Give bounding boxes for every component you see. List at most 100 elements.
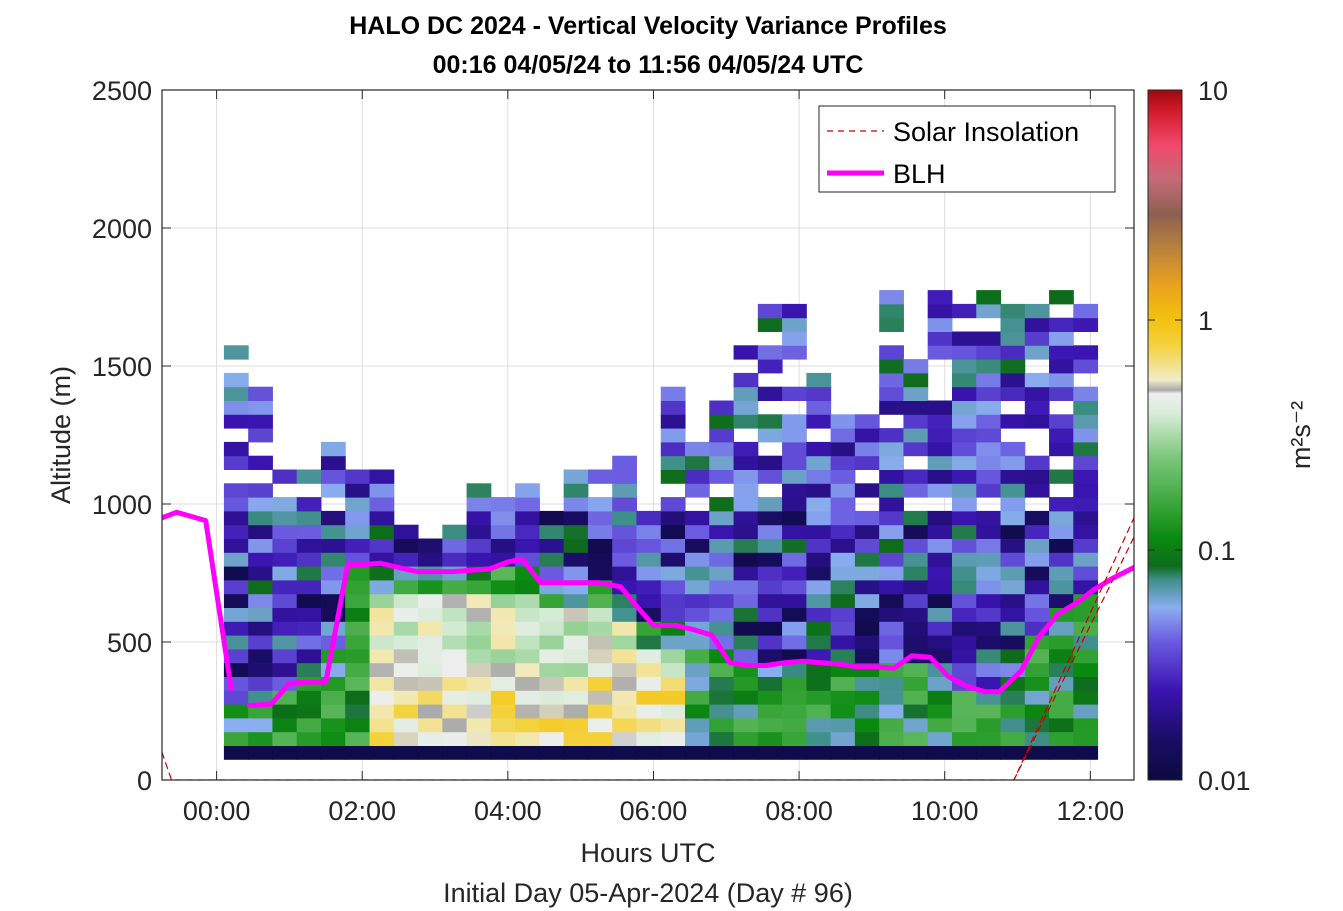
heatmap-cell: [223, 538, 249, 553]
heatmap-cell: [660, 593, 686, 608]
heatmap-cell: [782, 303, 807, 319]
heatmap-cell: [879, 690, 904, 705]
heatmap-cell: [806, 635, 832, 650]
heatmap-cell: [927, 483, 953, 498]
colorbar-gradient: [1147, 89, 1183, 781]
heatmap-cell: [490, 676, 516, 691]
heatmap-cell: [1073, 510, 1099, 526]
heatmap-cell: [1000, 635, 1026, 650]
heatmap-cell: [587, 717, 613, 733]
heatmap-cell: [1073, 593, 1099, 608]
heatmap-cell: [539, 662, 565, 677]
heatmap-cell: [903, 566, 929, 581]
x-tick-label: 12:00: [1057, 796, 1125, 826]
heatmap-cell: [490, 731, 516, 746]
heatmap-cell: [757, 607, 783, 622]
heatmap-cell: [418, 621, 443, 636]
heatmap-cell: [296, 635, 322, 650]
heatmap-cell: [976, 345, 1002, 360]
heatmap-cell: [1000, 331, 1026, 346]
heatmap-cell: [636, 717, 662, 733]
heatmap-cell: [976, 579, 1002, 595]
heatmap-cell: [369, 579, 395, 595]
heatmap-cell: [976, 483, 1002, 498]
heatmap-cell: [927, 414, 953, 429]
heatmap-cell: [903, 441, 929, 457]
heatmap-cell: [685, 524, 710, 539]
heatmap-cell: [733, 607, 759, 622]
heatmap-cell: [539, 552, 565, 567]
heatmap-cell: [879, 317, 904, 332]
heatmap-cell: [272, 593, 298, 608]
heatmap-cell: [952, 441, 977, 457]
heatmap-cell: [854, 483, 880, 498]
heatmap-cell: [733, 510, 759, 526]
heatmap-cell: [806, 469, 832, 484]
heatmap-cell: [442, 524, 468, 539]
heatmap-cell: [685, 566, 710, 581]
heatmap-cell: [733, 538, 759, 553]
heatmap-cell: [685, 690, 710, 705]
heatmap-cell: [248, 428, 273, 443]
heatmap-cell: [587, 497, 613, 512]
heatmap-cell: [976, 303, 1002, 319]
heatmap-cell: [685, 745, 710, 760]
heatmap-cell: [927, 303, 953, 319]
heatmap-cell: [418, 676, 443, 691]
heatmap-cell: [976, 290, 1002, 305]
heatmap-cell: [223, 455, 249, 470]
heatmap-cell: [1000, 303, 1026, 319]
heatmap-cell: [806, 483, 832, 498]
heatmap-cell: [466, 510, 492, 526]
heatmap-cell: [539, 690, 565, 705]
heatmap-cell: [830, 731, 856, 746]
heatmap-cell: [879, 428, 904, 443]
heatmap-cell: [345, 483, 370, 498]
heatmap-cell: [393, 662, 419, 677]
heatmap-cell: [830, 469, 856, 484]
heatmap-cell: [806, 676, 832, 691]
heatmap-cell: [660, 455, 686, 470]
heatmap-cell: [345, 635, 370, 650]
heatmap-cell: [1049, 290, 1074, 305]
heatmap-cell: [782, 524, 807, 539]
heatmap-cell: [563, 566, 589, 581]
heatmap-cell: [320, 524, 346, 539]
heatmap-cell: [782, 621, 807, 636]
heatmap-cell: [296, 690, 322, 705]
heatmap-cell: [539, 745, 565, 760]
heatmap-cell: [830, 428, 856, 443]
heatmap-cell: [733, 455, 759, 470]
heatmap-cell: [248, 524, 273, 539]
heatmap-cell: [393, 676, 419, 691]
y-tick-label: 2500: [92, 76, 152, 106]
heatmap-cell: [393, 552, 419, 567]
heatmap-cell: [345, 469, 370, 484]
heatmap-cell: [927, 566, 953, 581]
heatmap-cell: [685, 704, 710, 719]
heatmap-cell: [952, 593, 977, 608]
heatmap-cell: [490, 662, 516, 677]
heatmap-cell: [1073, 386, 1099, 401]
heatmap-cell: [782, 483, 807, 498]
heatmap-cell: [490, 621, 516, 636]
heatmap-cell: [927, 290, 953, 305]
heatmap-cell: [320, 745, 346, 760]
heatmap-cell: [830, 621, 856, 636]
heatmap-cell: [587, 524, 613, 539]
heatmap-cell: [757, 455, 783, 470]
heatmap-cell: [952, 372, 977, 388]
heatmap-cell: [636, 593, 662, 608]
heatmap-cell: [757, 386, 783, 401]
heatmap-cell: [952, 524, 977, 539]
heatmap-cell: [418, 648, 443, 664]
heatmap-cell: [296, 662, 322, 677]
heatmap-cell: [685, 455, 710, 470]
heatmap-cell: [1000, 359, 1026, 374]
heatmap-cell: [806, 524, 832, 539]
heatmap-cell: [418, 607, 443, 622]
heatmap-cell: [418, 593, 443, 608]
heatmap-cell: [248, 648, 273, 664]
heatmap-cell: [854, 704, 880, 719]
heatmap-cell: [345, 524, 370, 539]
